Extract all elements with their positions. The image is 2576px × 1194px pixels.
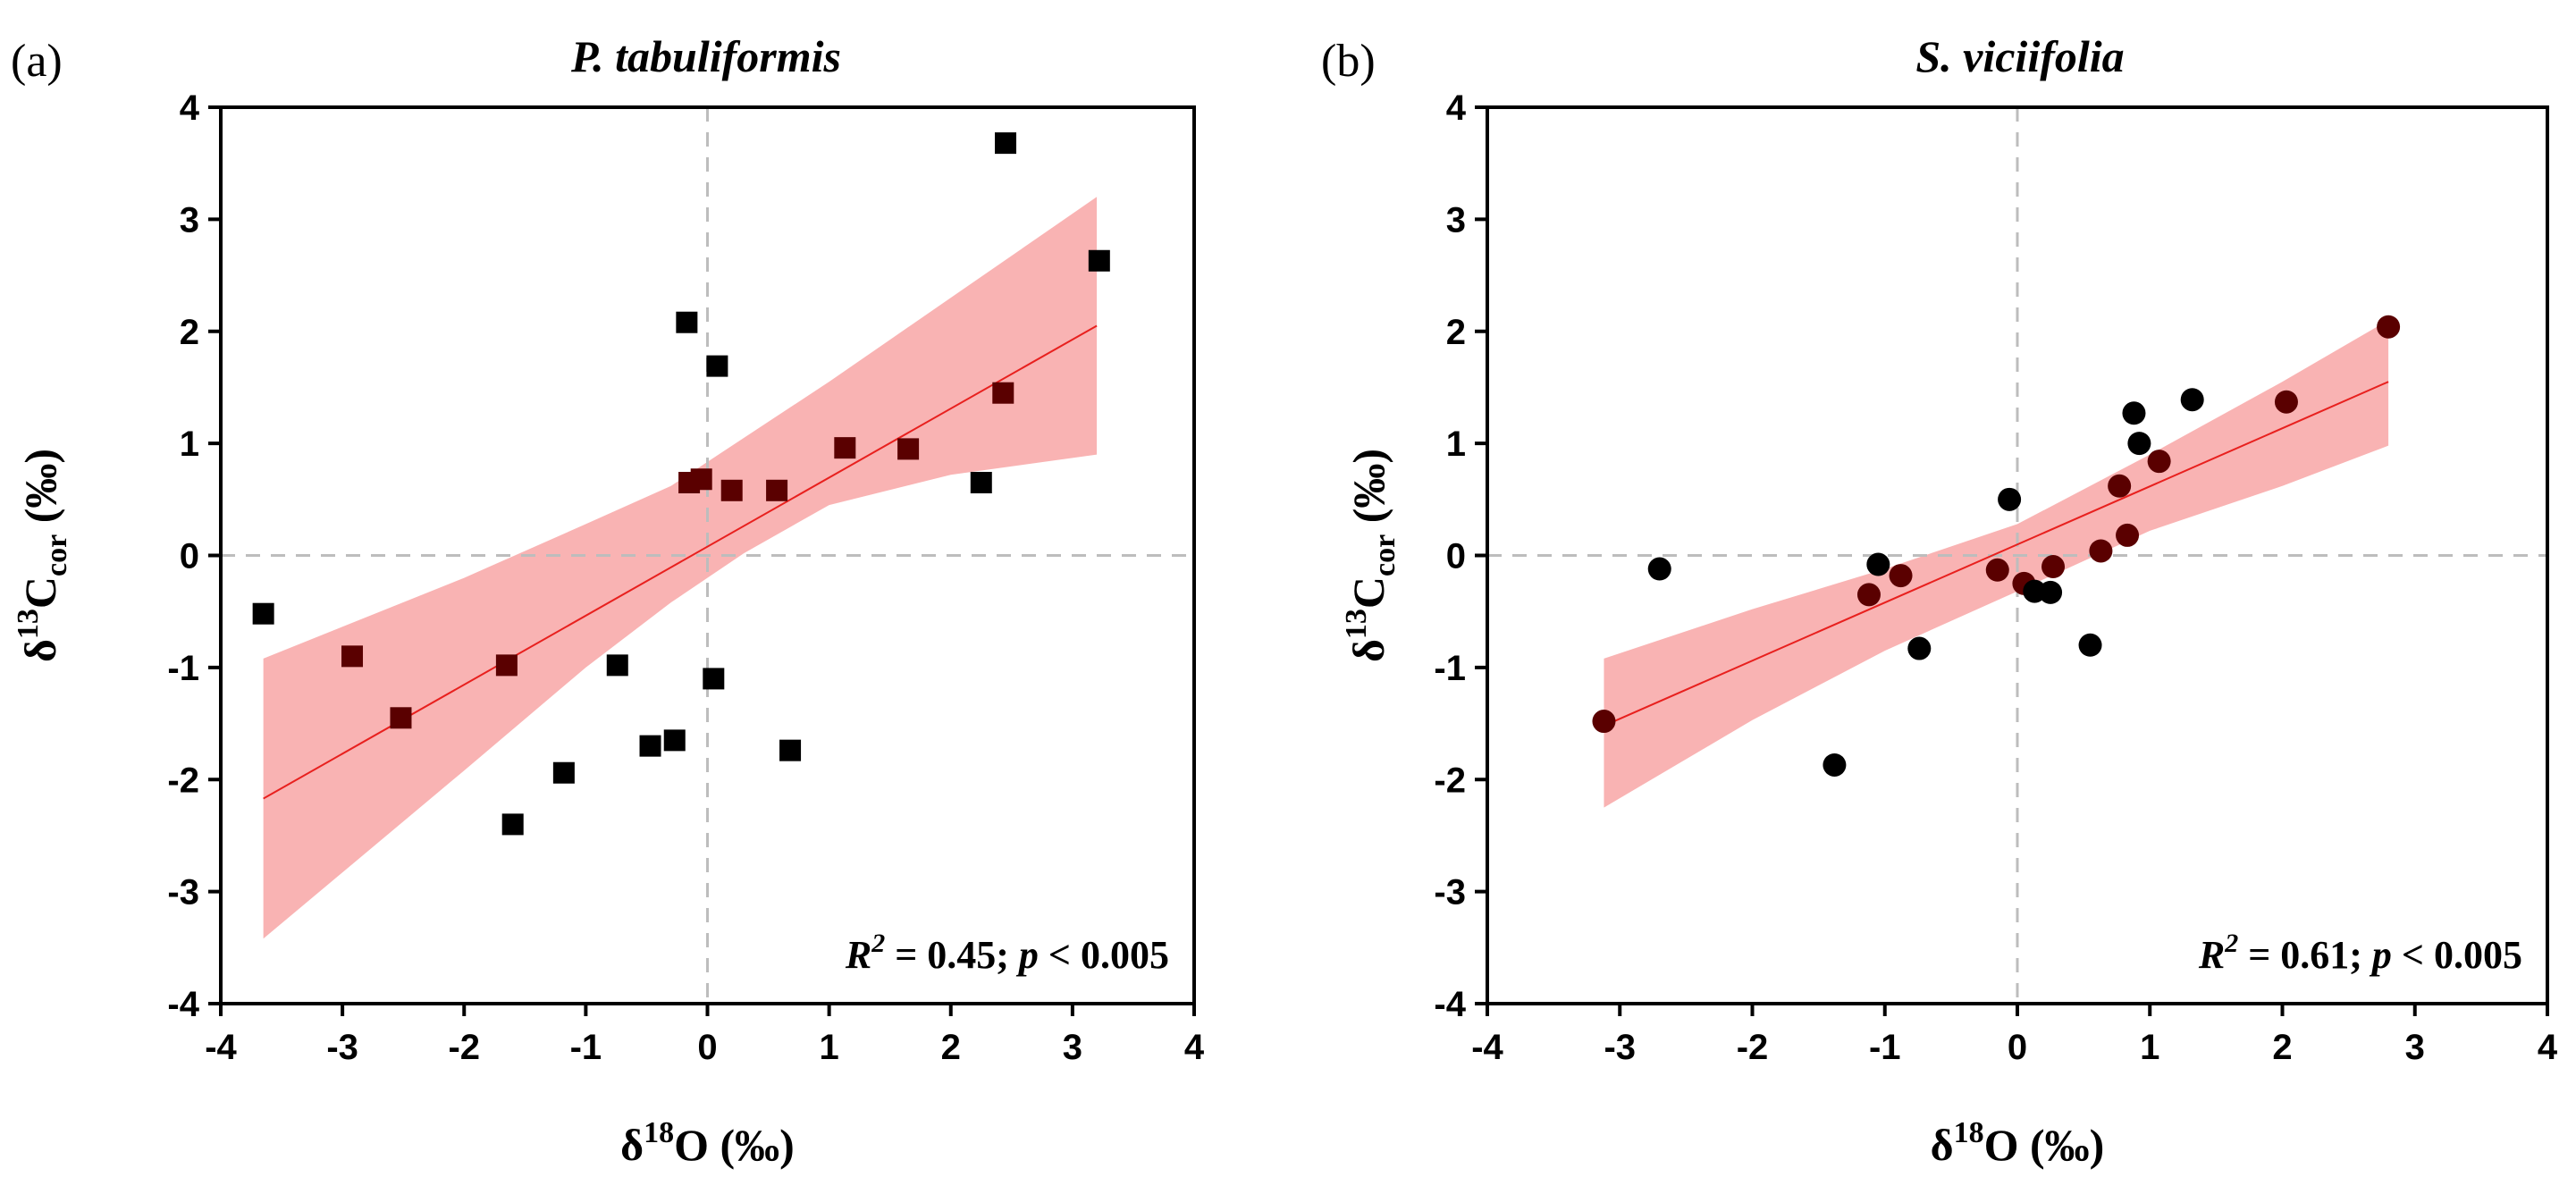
data-point xyxy=(992,382,1014,404)
y-tick-label: 1 xyxy=(180,425,199,464)
x-tick-label: 3 xyxy=(2405,1028,2425,1067)
chart-panel-b: -4 -3 -2 -1 0 1 2 3 4 -4 -3 -2 -1 0 1 2 3 4 (b) S. viciifol… xyxy=(1321,31,2558,1170)
y-tick-label: -4 xyxy=(1434,985,1466,1024)
chart-panel-a: -4 -3 -2 -1 0 1 2 3 4 -4 -3 -2 -1 0 1 2 3 4 (a) P. tabulifo… xyxy=(11,31,1205,1170)
chart-title: P. tabuliformis xyxy=(570,31,841,81)
y-tick-label: 2 xyxy=(180,313,199,352)
data-point xyxy=(663,729,686,752)
data-point xyxy=(1998,487,2022,511)
y-tick-label: -3 xyxy=(1434,873,1466,912)
y-tick-label: 0 xyxy=(180,537,199,576)
data-point xyxy=(779,739,802,761)
x-tick-label: -4 xyxy=(205,1028,237,1067)
y-tick-label: -2 xyxy=(167,761,199,800)
x-tick-label: 0 xyxy=(2008,1028,2027,1067)
panel-label: (b) xyxy=(1321,36,1376,87)
data-point xyxy=(1866,552,1890,576)
data-point xyxy=(897,438,920,460)
data-point xyxy=(970,472,992,494)
regression-line xyxy=(1604,381,2389,727)
data-point xyxy=(2041,555,2066,579)
data-point xyxy=(2122,401,2146,425)
data-point xyxy=(2108,474,2132,498)
regression-stats: R2 = 0.45; p < 0.005 xyxy=(845,929,1169,977)
data-point xyxy=(2377,315,2401,339)
data-point xyxy=(720,479,743,501)
x-tick-label: -1 xyxy=(1869,1028,1901,1067)
x-tick-label: 3 xyxy=(1063,1028,1082,1067)
x-tick-label: -1 xyxy=(570,1028,602,1067)
y-tick-label: 4 xyxy=(1446,88,1467,128)
data-point xyxy=(2078,633,2102,657)
data-point xyxy=(2116,523,2140,547)
y-tick-label: -3 xyxy=(167,873,199,912)
y-axis-label: δ13Ccor (‰) xyxy=(1340,449,1402,662)
y-tick-label: -2 xyxy=(1434,761,1466,800)
data-point xyxy=(495,654,518,677)
x-tick-label: 1 xyxy=(820,1028,839,1067)
x-tick-label: -4 xyxy=(1471,1028,1503,1067)
x-axis-label: δ18O (‰) xyxy=(1931,1116,2105,1170)
data-point xyxy=(1823,753,1847,777)
y-tick-label: 3 xyxy=(180,200,199,240)
x-tick-label: 1 xyxy=(2140,1028,2159,1067)
data-point xyxy=(2127,432,2151,456)
regression-line xyxy=(263,324,1098,800)
data-point xyxy=(552,761,575,784)
x-tick-label: 4 xyxy=(1184,1028,1205,1067)
data-point xyxy=(690,468,712,491)
confidence-band xyxy=(263,197,1098,939)
x-tick-label: -2 xyxy=(1737,1028,1769,1067)
data-point xyxy=(341,645,364,668)
data-point xyxy=(1907,636,1932,660)
data-point xyxy=(676,311,698,333)
data-point xyxy=(501,813,524,836)
data-point xyxy=(2039,580,2063,604)
data-point xyxy=(2274,390,2298,414)
data-point xyxy=(1985,558,2009,582)
data-point xyxy=(706,355,728,377)
x-tick-label: 4 xyxy=(2538,1028,2558,1067)
data-point xyxy=(2147,450,2171,474)
x-tick-label: -2 xyxy=(448,1028,480,1067)
x-axis-label: δ18O (‰) xyxy=(620,1116,795,1170)
x-tick-label: 2 xyxy=(941,1028,961,1067)
y-tick-label: 0 xyxy=(1446,537,1466,576)
data-point xyxy=(390,707,412,729)
data-point xyxy=(766,479,788,501)
data-point xyxy=(2089,539,2113,563)
y-tick-label: 2 xyxy=(1446,313,1466,352)
y-tick-label: -1 xyxy=(167,649,199,688)
data-point xyxy=(1889,564,1913,588)
data-point xyxy=(252,602,274,625)
data-point xyxy=(834,437,856,459)
data-point xyxy=(1592,710,1616,734)
x-tick-label: -3 xyxy=(326,1028,358,1067)
panel-label: (a) xyxy=(11,36,63,87)
data-point xyxy=(639,735,661,757)
y-axis-label: δ13Ccor (‰) xyxy=(12,449,73,662)
data-point xyxy=(703,668,725,690)
data-point xyxy=(1647,557,1671,581)
data-point xyxy=(606,654,628,677)
x-tick-label: 2 xyxy=(2272,1028,2292,1067)
data-point xyxy=(1088,249,1110,272)
regression-stats: R2 = 0.61; p < 0.005 xyxy=(2198,929,2522,977)
chart-title: S. viciifolia xyxy=(1915,31,2124,81)
y-tick-label: -1 xyxy=(1434,649,1466,688)
y-tick-label: -4 xyxy=(167,985,199,1024)
x-tick-label: 0 xyxy=(697,1028,717,1067)
y-tick-label: 3 xyxy=(1446,200,1466,240)
data-point xyxy=(1856,583,1881,607)
data-point xyxy=(995,132,1017,155)
y-tick-label: 4 xyxy=(180,88,200,128)
x-tick-label: -3 xyxy=(1604,1028,1636,1067)
y-tick-label: 1 xyxy=(1446,425,1466,464)
data-point xyxy=(2180,388,2204,412)
